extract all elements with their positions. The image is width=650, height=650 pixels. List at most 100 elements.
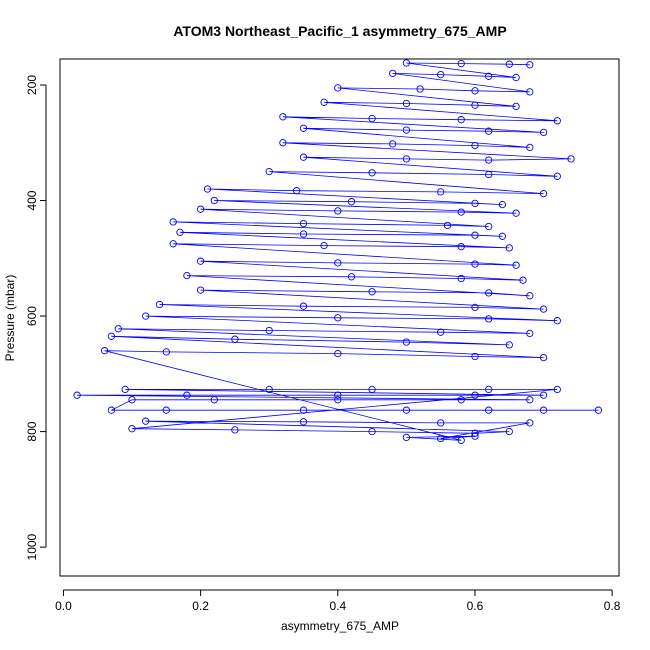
data-point xyxy=(539,189,548,198)
data-point xyxy=(567,155,575,163)
data-point xyxy=(389,69,397,78)
data-point xyxy=(169,218,177,226)
data-point xyxy=(437,328,445,336)
series-layer xyxy=(73,59,603,444)
data-point xyxy=(498,232,507,240)
data-point xyxy=(210,396,218,404)
data-point xyxy=(553,385,561,394)
data-point xyxy=(100,347,109,355)
data-point xyxy=(128,425,136,433)
y-axis-label: Pressure (mbar) xyxy=(3,275,17,362)
data-point xyxy=(265,167,273,176)
data-point xyxy=(471,429,479,437)
data-point xyxy=(505,244,513,252)
data-point xyxy=(73,391,81,399)
data-point xyxy=(457,274,465,283)
data-point xyxy=(437,419,445,427)
data-point xyxy=(526,396,534,404)
data-point xyxy=(471,260,479,268)
data-point xyxy=(121,385,129,394)
data-point xyxy=(320,98,328,106)
data-point xyxy=(457,59,465,68)
data-point xyxy=(402,99,411,108)
data-point xyxy=(402,433,411,442)
data-point xyxy=(347,273,356,281)
data-point xyxy=(512,261,520,269)
data-point xyxy=(299,230,308,238)
data-point xyxy=(334,207,342,215)
data-point xyxy=(553,172,561,180)
data-point xyxy=(539,353,548,362)
data-point xyxy=(471,87,479,95)
data-point xyxy=(539,406,548,414)
data-point xyxy=(485,315,493,323)
data-point xyxy=(368,427,376,436)
data-point xyxy=(299,406,308,414)
data-point xyxy=(437,70,445,79)
data-point xyxy=(334,84,342,92)
data-point xyxy=(162,406,170,414)
data-point xyxy=(169,240,177,248)
data-point xyxy=(471,101,479,109)
data-point xyxy=(299,153,308,161)
data-point xyxy=(196,257,205,265)
data-point xyxy=(155,300,164,309)
data-point xyxy=(368,169,376,177)
data-point xyxy=(402,338,411,346)
data-point xyxy=(368,385,376,394)
data-point xyxy=(402,59,411,67)
data-point xyxy=(402,155,411,163)
data-point xyxy=(183,391,191,399)
x-axis: 0.0 0.2 0.4 0.6 0.8 xyxy=(55,589,621,613)
data-point xyxy=(594,406,603,414)
data-point xyxy=(334,396,342,404)
data-point xyxy=(299,124,308,132)
data-point xyxy=(299,418,308,426)
data-point xyxy=(231,426,239,434)
data-point xyxy=(526,292,534,300)
y-tick-label: 400 xyxy=(25,190,39,210)
data-point xyxy=(162,348,170,356)
data-point xyxy=(443,221,452,230)
data-point xyxy=(512,102,520,111)
data-point xyxy=(457,208,465,216)
data-point xyxy=(437,434,445,443)
data-point xyxy=(485,156,493,164)
data-point xyxy=(539,128,548,137)
x-tick-label: 0.0 xyxy=(55,599,72,613)
data-point xyxy=(416,85,424,93)
data-point xyxy=(505,60,513,68)
data-point xyxy=(471,141,479,150)
data-point xyxy=(457,436,465,444)
data-point xyxy=(183,271,191,280)
data-point xyxy=(176,228,184,236)
data-point xyxy=(334,391,342,399)
data-point xyxy=(142,312,150,320)
data-point xyxy=(231,335,239,343)
y-axis: 200 400 600 800 1000 xyxy=(25,75,47,560)
data-point xyxy=(299,219,308,228)
data-point xyxy=(347,198,356,206)
data-point xyxy=(526,88,534,96)
data-point xyxy=(471,231,479,239)
x-axis-label: asymmetry_675_AMP xyxy=(281,619,399,633)
data-point xyxy=(485,222,493,231)
data-point xyxy=(471,391,479,399)
data-point xyxy=(485,170,493,179)
data-point xyxy=(512,73,520,82)
data-point xyxy=(526,143,534,152)
data-point xyxy=(485,289,493,297)
data-point xyxy=(402,126,411,134)
x-tick-label: 0.4 xyxy=(329,599,346,613)
plot-frame xyxy=(59,58,620,577)
data-point xyxy=(210,196,218,205)
data-point xyxy=(320,241,328,250)
data-point xyxy=(485,127,493,135)
data-point xyxy=(279,139,287,147)
data-point xyxy=(505,341,513,349)
y-tick-label: 800 xyxy=(25,421,39,441)
data-point xyxy=(519,276,527,284)
data-point xyxy=(526,329,534,338)
